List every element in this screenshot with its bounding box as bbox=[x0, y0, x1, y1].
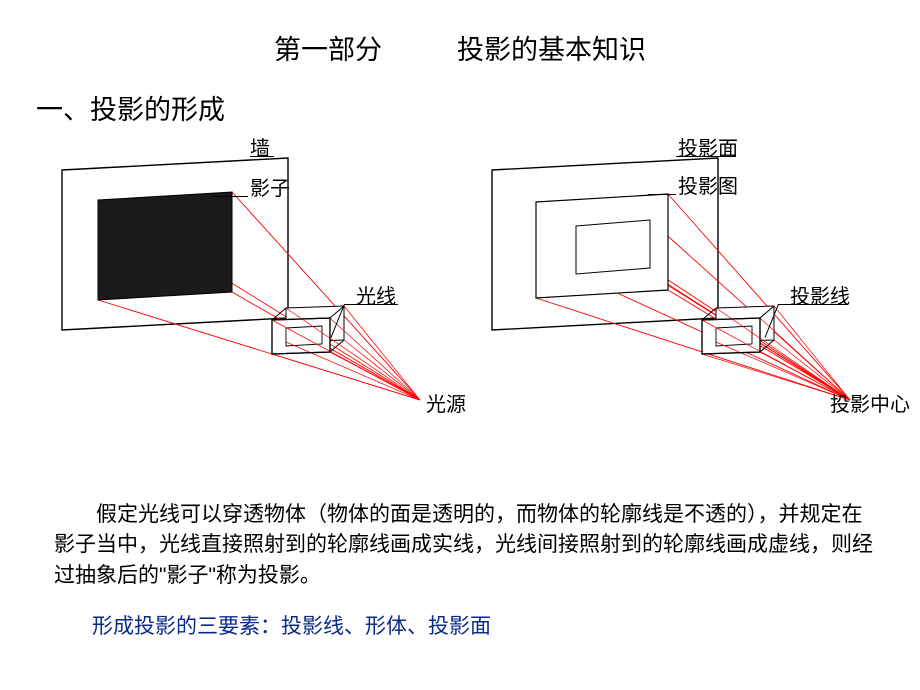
explanation-paragraph: 假定光线可以穿透物体（物体的面是透明的，而物体的轮廓线是不透的），并规定在影子当… bbox=[54, 500, 874, 591]
page-title: 第一部分 投影的基本知识 bbox=[0, 28, 920, 67]
section-heading: 一、投影的形成 bbox=[36, 88, 225, 127]
elements-prefix: 形成投影的三要素： bbox=[92, 615, 281, 638]
label-source: 光源 bbox=[426, 388, 466, 417]
three-elements-line: 形成投影的三要素：投影线、形体、投影面 bbox=[92, 612, 491, 641]
label-shadow: 影子 bbox=[250, 172, 290, 201]
title-subject: 投影的基本知识 bbox=[457, 35, 646, 65]
diagram-area: 墙 影子 光线 光源 投影面 投影图 投影线 投影中心 bbox=[0, 130, 920, 460]
title-part: 第一部分 bbox=[274, 35, 382, 65]
elements-items: 投影线、形体、投影面 bbox=[281, 615, 491, 638]
label-drawing: 投影图 bbox=[678, 170, 738, 199]
label-center: 投影中心 bbox=[830, 388, 910, 417]
